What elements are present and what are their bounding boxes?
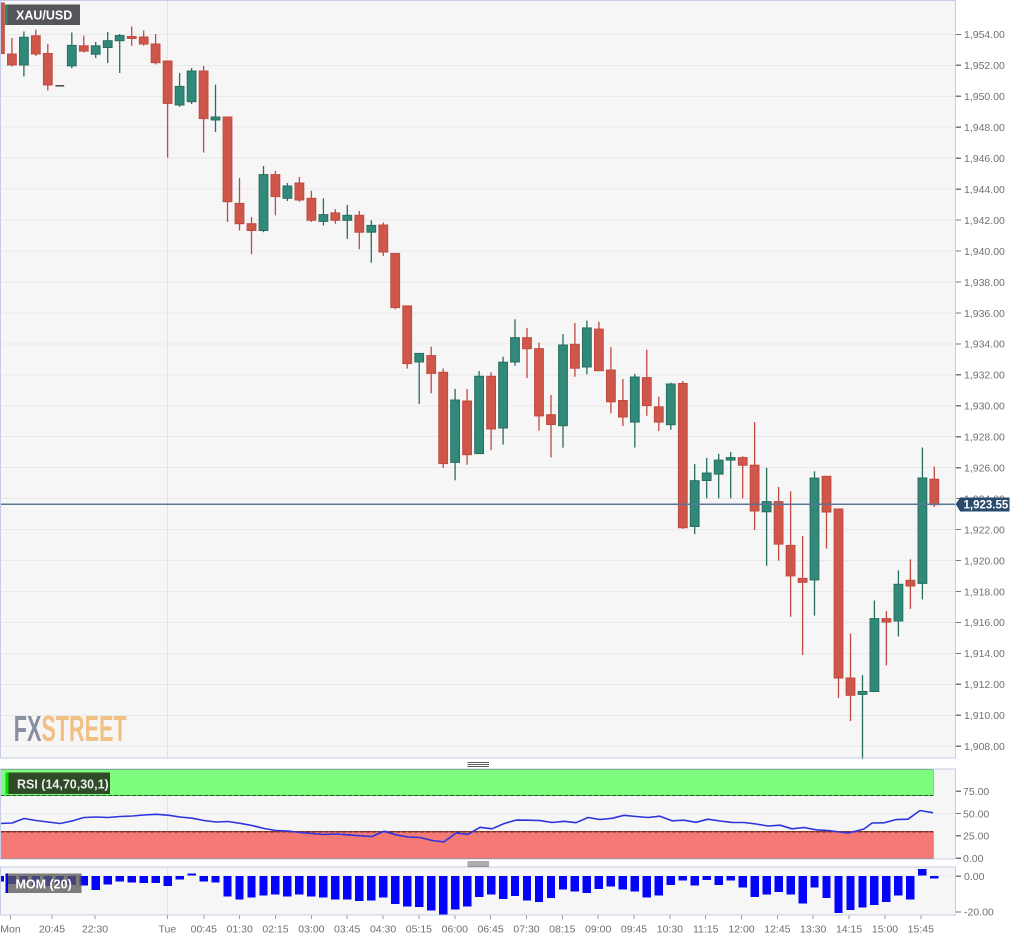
svg-text:07:30: 07:30	[513, 924, 539, 936]
svg-text:1,916.00: 1,916.00	[964, 617, 1005, 629]
svg-text:11:15: 11:15	[693, 924, 719, 936]
svg-text:14:15: 14:15	[836, 924, 862, 936]
svg-text:1,918.00: 1,918.00	[964, 586, 1005, 598]
svg-text:1,936.00: 1,936.00	[964, 308, 1005, 320]
svg-text:02:15: 02:15	[262, 924, 288, 936]
svg-text:10:30: 10:30	[657, 924, 683, 936]
svg-text:1,923.55: 1,923.55	[964, 500, 1009, 512]
svg-text:1,952.00: 1,952.00	[964, 60, 1005, 72]
svg-text:04:30: 04:30	[370, 924, 396, 936]
svg-text:Tue: Tue	[159, 924, 177, 936]
svg-text:20:45: 20:45	[39, 924, 65, 936]
svg-text:1,912.00: 1,912.00	[964, 679, 1005, 691]
svg-text:1,922.00: 1,922.00	[964, 524, 1005, 536]
svg-text:06:45: 06:45	[477, 924, 503, 936]
svg-text:06:00: 06:00	[442, 924, 468, 936]
svg-text:1,946.00: 1,946.00	[964, 153, 1005, 165]
svg-text:1,948.00: 1,948.00	[964, 122, 1005, 134]
svg-text:0.00: 0.00	[964, 871, 985, 883]
svg-text:03:45: 03:45	[334, 924, 360, 936]
svg-text:FXSTREET: FXSTREET	[14, 709, 127, 749]
svg-text:13:30: 13:30	[800, 924, 826, 936]
svg-text:15:45: 15:45	[908, 924, 934, 936]
svg-text:08:15: 08:15	[549, 924, 575, 936]
svg-text:Mon: Mon	[0, 924, 21, 936]
svg-text:1,954.00: 1,954.00	[964, 29, 1005, 41]
svg-text:50.00: 50.00	[963, 808, 989, 820]
svg-text:1,932.00: 1,932.00	[964, 370, 1005, 382]
svg-text:01:30: 01:30	[227, 924, 253, 936]
svg-text:12:45: 12:45	[764, 924, 790, 936]
svg-text:1,926.00: 1,926.00	[964, 463, 1005, 475]
svg-text:1,914.00: 1,914.00	[964, 648, 1005, 660]
svg-text:12:00: 12:00	[728, 924, 754, 936]
svg-text:1,938.00: 1,938.00	[964, 277, 1005, 289]
svg-text:22:30: 22:30	[82, 924, 108, 936]
svg-text:1,934.00: 1,934.00	[964, 339, 1005, 351]
svg-text:1,928.00: 1,928.00	[964, 432, 1005, 444]
svg-text:1,944.00: 1,944.00	[964, 184, 1005, 196]
svg-text:25.00: 25.00	[963, 831, 989, 843]
svg-text:1,950.00: 1,950.00	[964, 91, 1005, 103]
svg-text:-20.00: -20.00	[964, 907, 994, 919]
svg-text:09:45: 09:45	[621, 924, 647, 936]
svg-text:MOM (20): MOM (20)	[16, 877, 72, 891]
svg-text:00:45: 00:45	[191, 924, 217, 936]
svg-text:1,920.00: 1,920.00	[964, 555, 1005, 567]
svg-text:RSI (14,70,30,1): RSI (14,70,30,1)	[17, 777, 109, 791]
svg-text:05:15: 05:15	[406, 924, 432, 936]
svg-text:1,942.00: 1,942.00	[964, 215, 1005, 227]
svg-text:15:00: 15:00	[872, 924, 898, 936]
svg-text:0.00: 0.00	[963, 853, 984, 865]
svg-text:03:00: 03:00	[298, 924, 324, 936]
svg-text:1,908.00: 1,908.00	[964, 741, 1005, 753]
svg-text:1,940.00: 1,940.00	[964, 246, 1005, 258]
svg-text:75.00: 75.00	[963, 786, 989, 798]
svg-text:1,910.00: 1,910.00	[964, 710, 1005, 722]
svg-text:1,930.00: 1,930.00	[964, 401, 1005, 413]
svg-text:09:00: 09:00	[585, 924, 611, 936]
svg-text:XAU/USD: XAU/USD	[16, 9, 72, 23]
